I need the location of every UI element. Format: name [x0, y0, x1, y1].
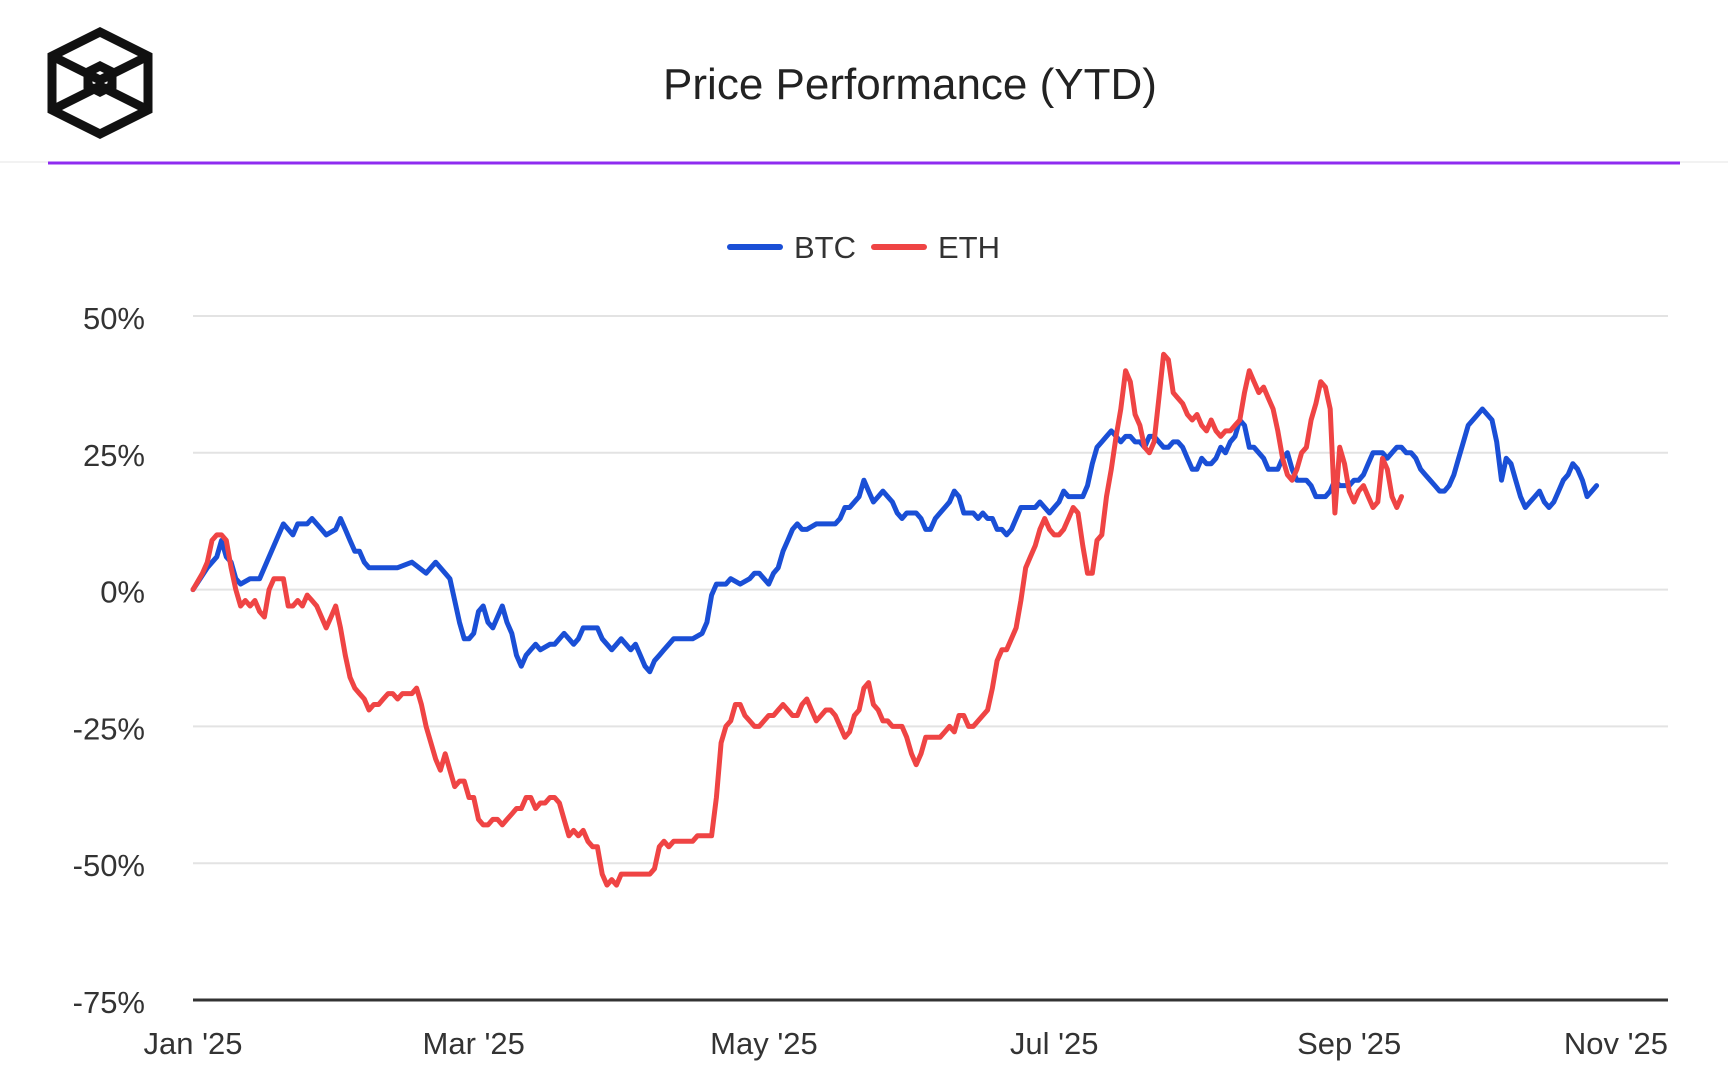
series-lines	[190, 351, 1600, 888]
y-tick-label: -50%	[73, 848, 145, 883]
x-tick-label: Nov '25	[1564, 1026, 1668, 1061]
x-tick-label: May '25	[710, 1026, 818, 1061]
legend-item-btc[interactable]: BTC	[727, 230, 856, 265]
y-tick-label: 25%	[83, 438, 145, 473]
gridlines	[193, 315, 1668, 1002]
y-axis-labels: 50% 25% 0% -25% -50% -75%	[73, 301, 145, 1020]
logo-icon	[47, 26, 153, 140]
legend-label: BTC	[794, 230, 856, 265]
legend-item-eth[interactable]: ETH	[871, 230, 1000, 265]
x-tick-label: Sep '25	[1297, 1026, 1401, 1061]
series-line-eth[interactable]	[190, 351, 1404, 888]
x-axis-labels: Jan '25 Mar '25 May '25 Jul '25 Sep '25 Nov '…	[144, 1026, 1669, 1061]
chart-title: Price Performance (YTD)	[663, 60, 1157, 109]
y-tick-label: 50%	[83, 301, 145, 336]
x-tick-label: Jan '25	[144, 1026, 243, 1061]
legend-label: ETH	[938, 230, 1000, 265]
y-tick-label: -75%	[73, 985, 145, 1020]
x-tick-label: Mar '25	[423, 1026, 525, 1061]
y-tick-label: 0%	[100, 575, 145, 610]
y-tick-label: -25%	[73, 711, 145, 746]
x-tick-label: Jul '25	[1010, 1026, 1099, 1061]
series-line-btc[interactable]	[190, 406, 1600, 675]
legend: BTC ETH	[727, 230, 1000, 265]
